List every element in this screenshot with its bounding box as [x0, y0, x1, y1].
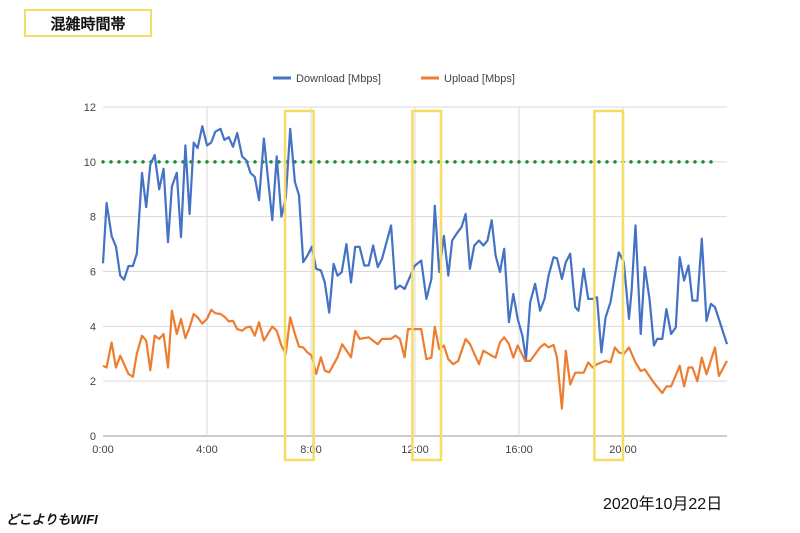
logo: どこよりもWIFI [6, 512, 98, 527]
highlight-box [593, 109, 625, 462]
highlight-box [411, 109, 443, 462]
x-tick-label: 16:00 [505, 444, 533, 456]
date-label: 2020年10月22日 [603, 496, 723, 513]
legend-download: Download [Mbps] [296, 73, 381, 85]
title: 混雑時間帯 [50, 15, 126, 33]
series-line-upload [102, 308, 728, 410]
x-tick-label: 12:00 [401, 444, 429, 456]
highlights [283, 109, 625, 462]
y-tick-label: 10 [84, 157, 96, 169]
y-tick-label: 8 [90, 212, 96, 224]
y-tick-label: 6 [90, 267, 96, 279]
y-tick-label: 12 [84, 102, 96, 114]
x-tick-label: 0:00 [92, 444, 113, 456]
y-tick-label: 2 [90, 376, 96, 388]
legend: Download [Mbps] Upload [Mbps] [273, 73, 515, 85]
highlight-box [283, 109, 315, 462]
y-tick-label: 0 [90, 431, 96, 443]
title-box: 混雑時間帯 [24, 9, 152, 37]
x-tick-label: 8:00 [300, 444, 321, 456]
legend-upload: Upload [Mbps] [444, 73, 515, 85]
x-tick-label: 4:00 [196, 444, 217, 456]
y-tick-label: 4 [90, 321, 96, 333]
